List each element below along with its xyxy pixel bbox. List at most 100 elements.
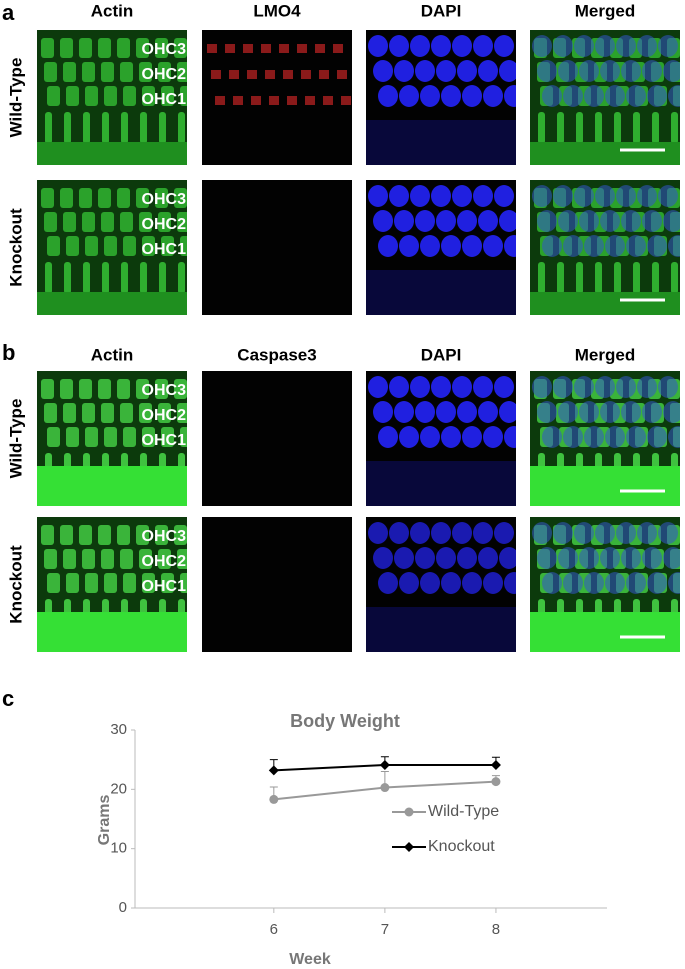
nucleus: [378, 85, 398, 107]
pillar: [633, 262, 640, 294]
nucleus: [462, 235, 482, 257]
hair-cell: [60, 379, 73, 399]
nucleus: [415, 401, 435, 423]
hair-cell: [101, 403, 114, 423]
pillar: [595, 262, 602, 294]
pillar: [102, 262, 109, 294]
hair-cell: [79, 188, 92, 208]
nucleus: [378, 426, 398, 448]
hair-cell: [136, 525, 149, 545]
nucleus: [563, 85, 583, 107]
hair-cell: [177, 403, 187, 423]
legend-label: Wild-Type: [428, 803, 499, 820]
data-point: [269, 794, 279, 804]
nucleus: [483, 572, 503, 594]
nucleus: [558, 401, 578, 423]
hair-cell: [174, 379, 187, 399]
nucleus: [600, 401, 620, 423]
y-tick-label: 30: [110, 721, 127, 738]
nucleus: [621, 547, 641, 569]
pillar: [64, 112, 71, 144]
micrograph: [37, 180, 187, 315]
hair-cell: [142, 573, 155, 593]
nucleus: [494, 35, 514, 57]
nucleus: [647, 426, 667, 448]
hair-cell: [41, 379, 54, 399]
band: [530, 142, 680, 165]
hair-cell: [82, 403, 95, 423]
nucleus: [626, 572, 646, 594]
nucleus: [457, 60, 477, 82]
nucleus: [663, 547, 680, 569]
nucleus: [637, 35, 657, 57]
nucleus: [394, 210, 414, 232]
nucleus: [553, 376, 573, 398]
hair-cell: [158, 62, 171, 82]
cell-label: OHC2: [142, 553, 187, 570]
nucleus: [373, 210, 393, 232]
nucleus: [574, 35, 594, 57]
nucleus: [553, 185, 573, 207]
pillar: [576, 262, 583, 294]
micrograph: [202, 180, 352, 315]
micrograph: [530, 180, 680, 315]
nucleus: [431, 185, 451, 207]
data-point: [490, 760, 501, 771]
hair-cell: [44, 549, 57, 569]
hair-cell: [158, 212, 171, 232]
nucleus: [457, 547, 477, 569]
hair-cell: [101, 549, 114, 569]
hair-cell: [98, 525, 111, 545]
nucleus: [389, 185, 409, 207]
nucleus: [647, 572, 667, 594]
panel-label: b: [2, 340, 15, 365]
nucleus: [478, 210, 498, 232]
nucleus: [499, 60, 516, 82]
hair-cell: [136, 379, 149, 399]
hair-cell: [174, 188, 187, 208]
nucleus: [499, 547, 516, 569]
hair-cell: [136, 38, 149, 58]
nucleus: [621, 401, 641, 423]
hair-cell: [158, 549, 171, 569]
hair-cell: [66, 86, 79, 106]
y-tick-label: 0: [119, 899, 127, 916]
nucleus: [410, 35, 430, 57]
pillar: [178, 262, 185, 294]
pillar: [671, 262, 678, 294]
nucleus: [553, 522, 573, 544]
pillar: [538, 262, 545, 294]
nucleus: [394, 60, 414, 82]
nucleus: [420, 235, 440, 257]
hair-cell: [104, 86, 117, 106]
hair-cell: [177, 62, 187, 82]
cell-label: OHC3: [142, 382, 187, 399]
column-header: Caspase3: [237, 345, 316, 364]
hair-cell: [155, 525, 168, 545]
hair-cell: [41, 38, 54, 58]
nucleus: [600, 60, 620, 82]
nucleus: [436, 60, 456, 82]
micrograph: [366, 371, 516, 506]
nucleus: [574, 185, 594, 207]
nucleus: [462, 85, 482, 107]
hair-cell: [82, 212, 95, 232]
x-tick-label: 7: [381, 921, 389, 938]
hair-cell: [47, 86, 60, 106]
hair-cell: [101, 62, 114, 82]
nucleus: [478, 60, 498, 82]
hair-cell: [98, 38, 111, 58]
cell-label: OHC1: [142, 578, 187, 595]
nucleus: [368, 185, 388, 207]
hair-cell: [44, 403, 57, 423]
nucleus: [579, 401, 599, 423]
nucleus: [494, 522, 514, 544]
nucleus: [595, 376, 615, 398]
nucleus: [584, 85, 604, 107]
nucleus: [504, 235, 516, 257]
cell-label: OHC2: [142, 407, 187, 424]
hair-cell: [66, 573, 79, 593]
pillar: [140, 262, 147, 294]
hair-cell: [142, 86, 155, 106]
nucleus: [537, 210, 557, 232]
